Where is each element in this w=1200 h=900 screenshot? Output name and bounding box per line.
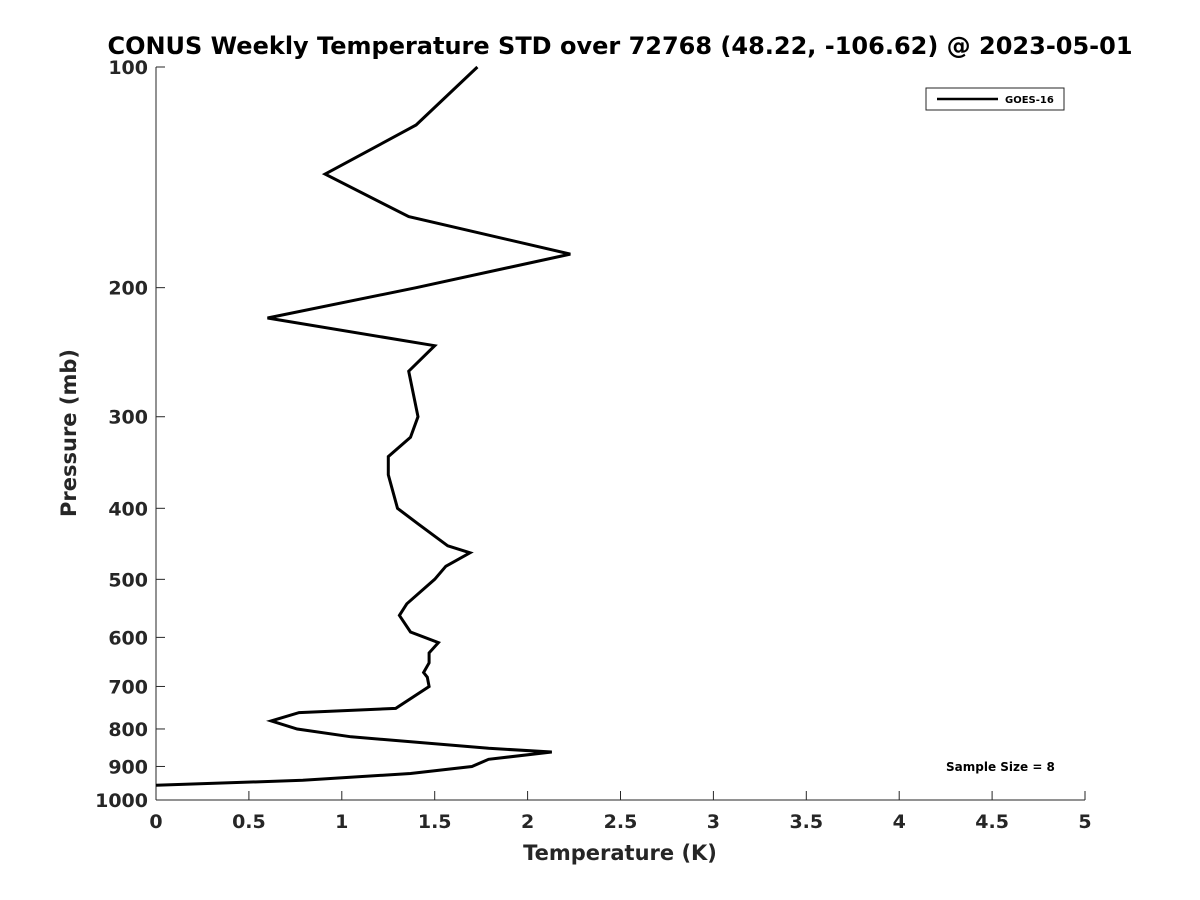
x-axis-label: Temperature (K): [523, 841, 717, 865]
x-tick-label: 4.5: [975, 811, 1009, 833]
x-tick-label: 2: [521, 811, 534, 833]
y-tick-label: 500: [108, 569, 148, 591]
x-tick-label: 1: [335, 811, 348, 833]
y-tick-label: 200: [108, 278, 148, 300]
y-axis-label: Pressure (mb): [57, 349, 81, 517]
y-tick-label: 800: [108, 719, 148, 741]
x-tick-label: 0: [149, 811, 162, 833]
chart-title: CONUS Weekly Temperature STD over 72768 …: [107, 32, 1132, 60]
y-tick-label: 1000: [95, 790, 148, 812]
y-tick-label: 100: [108, 57, 148, 79]
legend-label: GOES-16: [1005, 95, 1054, 106]
x-tick-label: 3: [707, 811, 720, 833]
x-tick-label: 2.5: [604, 811, 638, 833]
x-tick-label: 0.5: [232, 811, 266, 833]
y-tick-label: 700: [108, 676, 148, 698]
legend: GOES-16: [925, 87, 1065, 111]
plot-area: 0 0.5 1 1.5 2 2.5 3 3.5 4 4.5 5 100 200 300 400 500 600 7…: [95, 57, 1092, 833]
x-tick-label: 1.5: [418, 811, 452, 833]
sample-size-annotation: Sample Size = 8: [946, 760, 1055, 774]
x-tick-label: 3.5: [789, 811, 823, 833]
x-tick-label: 5: [1078, 811, 1091, 833]
y-tick-label: 900: [108, 756, 148, 778]
x-tick-label: 4: [893, 811, 906, 833]
y-tick-label: 400: [108, 498, 148, 520]
series-line-goes-16: [155, 65, 571, 787]
y-tick-label: 600: [108, 627, 148, 649]
y-tick-label: 300: [108, 407, 148, 429]
